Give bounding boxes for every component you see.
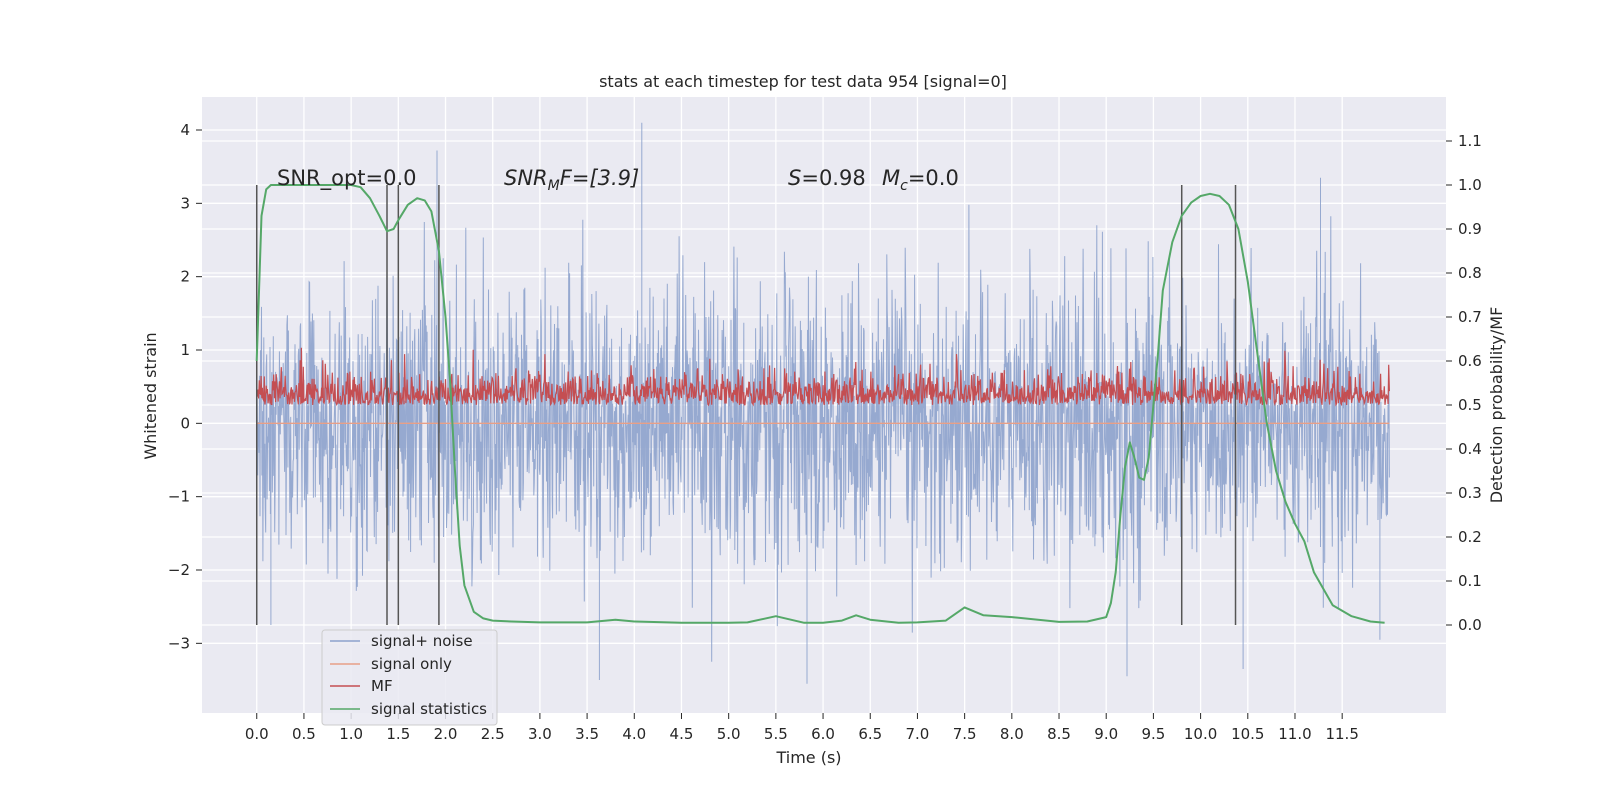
annotation-mc-value: =0.0 [908,166,959,190]
y-right-tick-label: 0.4 [1458,440,1482,458]
x-tick-label: 9.5 [1141,725,1165,743]
x-tick-label: 7.5 [953,725,977,743]
axis-ticks: 0.0 0.5 1.0 1.5 2.0 2.5 3.0 3.5 4.0 4.5 5.0 5.5 6.0 6… [168,121,1482,743]
x-tick-label: 9.0 [1094,725,1118,743]
series-mf-line [256,347,1390,407]
y-right-tick-label: 0.3 [1458,484,1482,502]
y-right-tick-label: 0.1 [1458,572,1482,590]
legend-label-signal-noise: signal+ noise [371,632,473,650]
series-signal-statistics [255,184,1385,624]
y-left-tick-label: −1 [168,488,190,506]
x-tick-label: 6.0 [811,725,835,743]
annotation-mc: Mc=0.0 [882,166,959,194]
annotation-snr-opt: SNR_opt=0.0 [277,166,417,191]
x-tick-label: 8.5 [1047,725,1071,743]
y-right-tick-label: 0.8 [1458,264,1482,282]
x-tick-label: 6.5 [858,725,882,743]
x-tick-label: 8.0 [1000,725,1024,743]
y-left-tick-label: 2 [180,268,190,286]
y-left-tick-label: 4 [180,121,190,139]
y-right-tick-label: 0.0 [1458,616,1482,634]
x-tick-label: 3.0 [528,725,552,743]
y-right-tick-label: 0.9 [1458,220,1482,238]
x-tick-label: 1.0 [339,725,363,743]
y-right-tick-label: 0.7 [1458,308,1482,326]
chart-title: stats at each timestep for test data 954… [599,72,1007,91]
x-tick-label: 2.0 [434,725,458,743]
annotation-s-symbol: S [788,166,801,190]
y-left-tick-label: −3 [168,634,190,652]
x-tick-label: 11.5 [1325,725,1358,743]
x-tick-label: 10.0 [1184,725,1217,743]
x-tick-label: 0.5 [292,725,316,743]
x-tick-label: 3.5 [575,725,599,743]
series-signal-noise [256,122,1390,684]
legend-label-signal-statistics: signal statistics [371,700,487,718]
y-right-tick-label: 0.6 [1458,352,1482,370]
legend-label-mf: MF [371,677,393,695]
y-axis-right-label: Detection probability/MF [1487,307,1506,504]
y-axis-left-label: Whitened strain [141,332,160,459]
series-signal-noise-line [256,122,1390,684]
x-tick-label: 1.5 [386,725,410,743]
x-tick-label: 4.0 [622,725,646,743]
x-tick-label: 2.5 [481,725,505,743]
vertical-markers [255,185,1237,625]
x-tick-label: 10.5 [1231,725,1264,743]
annotation-s: S=0.98 [788,166,866,190]
y-left-tick-label: 0 [180,414,190,432]
x-tick-label: 5.5 [764,725,788,743]
x-tick-label: 0.0 [245,725,269,743]
annotation-snr-mf-sub: M [548,178,560,194]
y-left-tick-label: 1 [180,341,190,359]
x-tick-label: 7.0 [906,725,930,743]
series-signal-statistics-line [255,184,1385,624]
x-tick-label: 4.5 [670,725,694,743]
y-right-tick-label: 1.1 [1458,132,1482,150]
y-right-tick-label: 0.2 [1458,528,1482,546]
x-tick-label: 11.0 [1278,725,1311,743]
y-right-tick-label: 1.0 [1458,176,1482,194]
annotation-snr-mf-prefix: SNR [504,166,548,190]
y-right-tick-label: 0.5 [1458,396,1482,414]
x-tick-label: 5.0 [717,725,741,743]
annotation-mc-symbol: M [882,166,900,190]
legend-label-signal-only: signal only [371,655,452,673]
x-axis-label: Time (s) [775,748,841,767]
series-mf [256,347,1390,407]
legend: signal+ noise signal only MF signal stat… [321,629,498,726]
y-left-tick-label: 3 [180,194,190,212]
annotation-snr-mf-f: F=[3.9] [560,166,639,190]
annotation-snr-mf: SNRMF=[3.9] [504,166,639,194]
annotation-s-value: =0.98 [801,166,865,190]
y-left-tick-label: −2 [168,561,190,579]
annotation-mc-sub: c [900,178,908,194]
legend-box [321,629,498,726]
